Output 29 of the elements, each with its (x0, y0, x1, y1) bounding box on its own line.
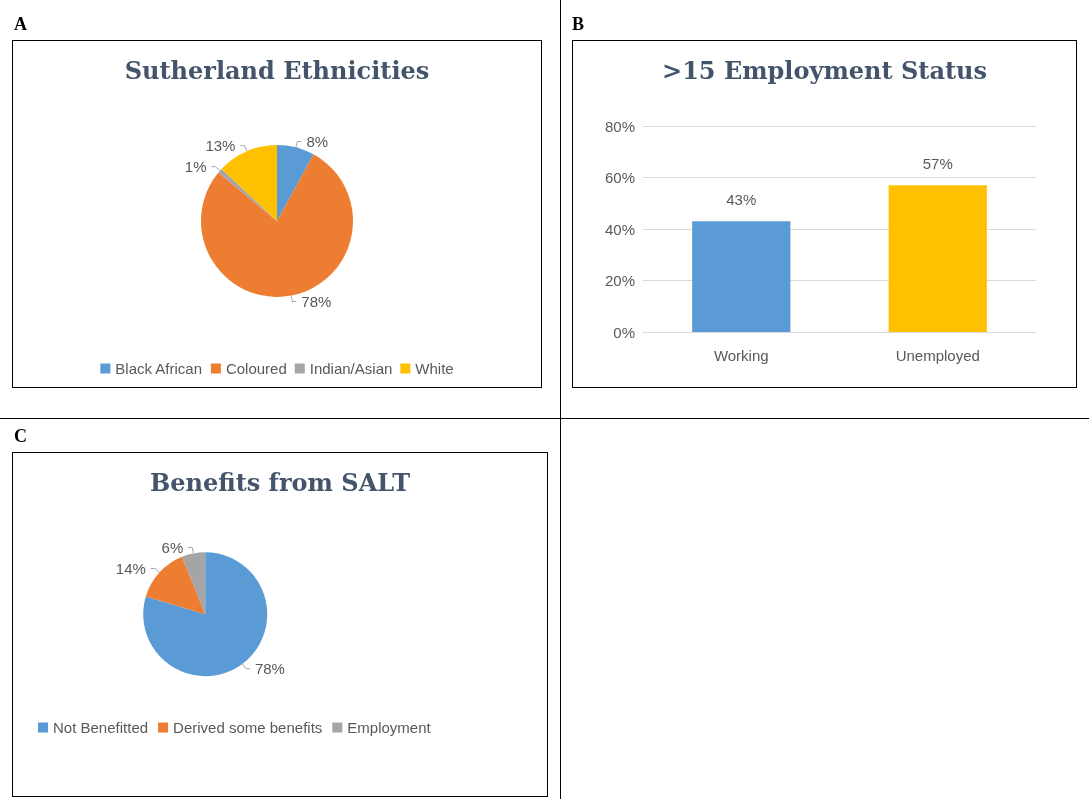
data-label: 8% (306, 133, 329, 150)
y-tick-label: 40% (604, 220, 635, 238)
text: A (14, 14, 27, 35)
data-label: 57% (922, 155, 953, 173)
legend-label: Coloured (225, 360, 287, 377)
legend-label: Employment (347, 719, 432, 736)
data-label: 13% (205, 137, 236, 155)
data-label: 43% (726, 191, 757, 209)
chart-title: >15 Employment Status (662, 55, 987, 85)
data-label: 78% (301, 292, 332, 310)
text: B (572, 14, 585, 35)
legend-label: Derived some benefits (173, 719, 323, 736)
chart-title: Sutherland Ethnicities (124, 55, 430, 85)
x-tick-label: Working (713, 347, 769, 364)
y-tick-label: 60% (604, 169, 635, 186)
data-label: 78% (254, 660, 285, 678)
legend-label: Not Benefitted (53, 719, 149, 736)
legend-label: Black African (115, 360, 203, 377)
y-tick-label: 80% (604, 117, 635, 135)
legend-label: Indian/Asian (309, 360, 393, 377)
x-tick-label: Unemployed (895, 347, 980, 364)
text: C (14, 426, 27, 447)
chart-title: Benefits from SALT (149, 467, 411, 497)
data-label: 6% (161, 538, 184, 556)
legend-label: White (415, 360, 454, 377)
y-tick-label: 20% (604, 272, 635, 289)
y-tick-label: 0% (613, 323, 635, 341)
data-label: 1% (184, 158, 207, 176)
data-label: 14% (115, 559, 146, 577)
